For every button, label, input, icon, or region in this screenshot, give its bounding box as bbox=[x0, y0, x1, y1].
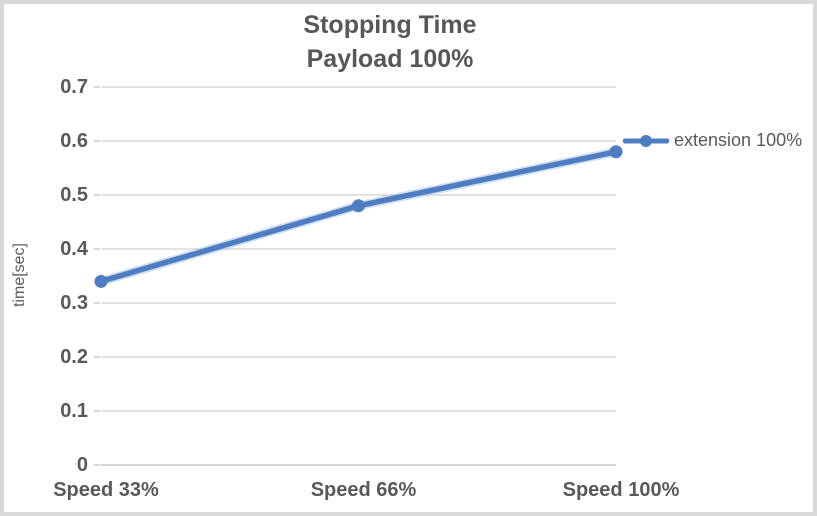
y-tick-label: 0.1 bbox=[60, 400, 88, 422]
chart-title-line2: Payload 100% bbox=[306, 45, 474, 73]
plot-area bbox=[94, 86, 623, 466]
data-point-marker[interactable] bbox=[352, 199, 365, 213]
x-category-label: Speed 66% bbox=[310, 479, 417, 501]
y-tick-label: 0 bbox=[76, 454, 88, 476]
y-tick-label: 0.5 bbox=[60, 184, 88, 206]
x-category-label: Speed 100% bbox=[562, 479, 680, 501]
data-point-marker[interactable] bbox=[94, 274, 108, 288]
y-tick-label: 0.6 bbox=[60, 130, 88, 152]
data-point-marker[interactable] bbox=[609, 145, 623, 159]
series-line-halo bbox=[96, 147, 621, 286]
y-tick-label: 0.2 bbox=[60, 346, 88, 368]
chart-title-line1: Stopping Time bbox=[303, 11, 477, 39]
legend-line-marker-icon bbox=[623, 134, 669, 147]
y-tick-label: 0.7 bbox=[60, 76, 88, 98]
y-tick-label: 0.4 bbox=[60, 238, 88, 260]
y-tick-label: 0.3 bbox=[60, 292, 88, 314]
legend-series-label: extension 100% bbox=[674, 130, 803, 150]
legend[interactable]: extension 100% bbox=[623, 130, 802, 151]
chart-title: Stopping Time Payload 100% bbox=[4, 8, 776, 76]
x-category-label: Speed 33% bbox=[53, 479, 159, 501]
